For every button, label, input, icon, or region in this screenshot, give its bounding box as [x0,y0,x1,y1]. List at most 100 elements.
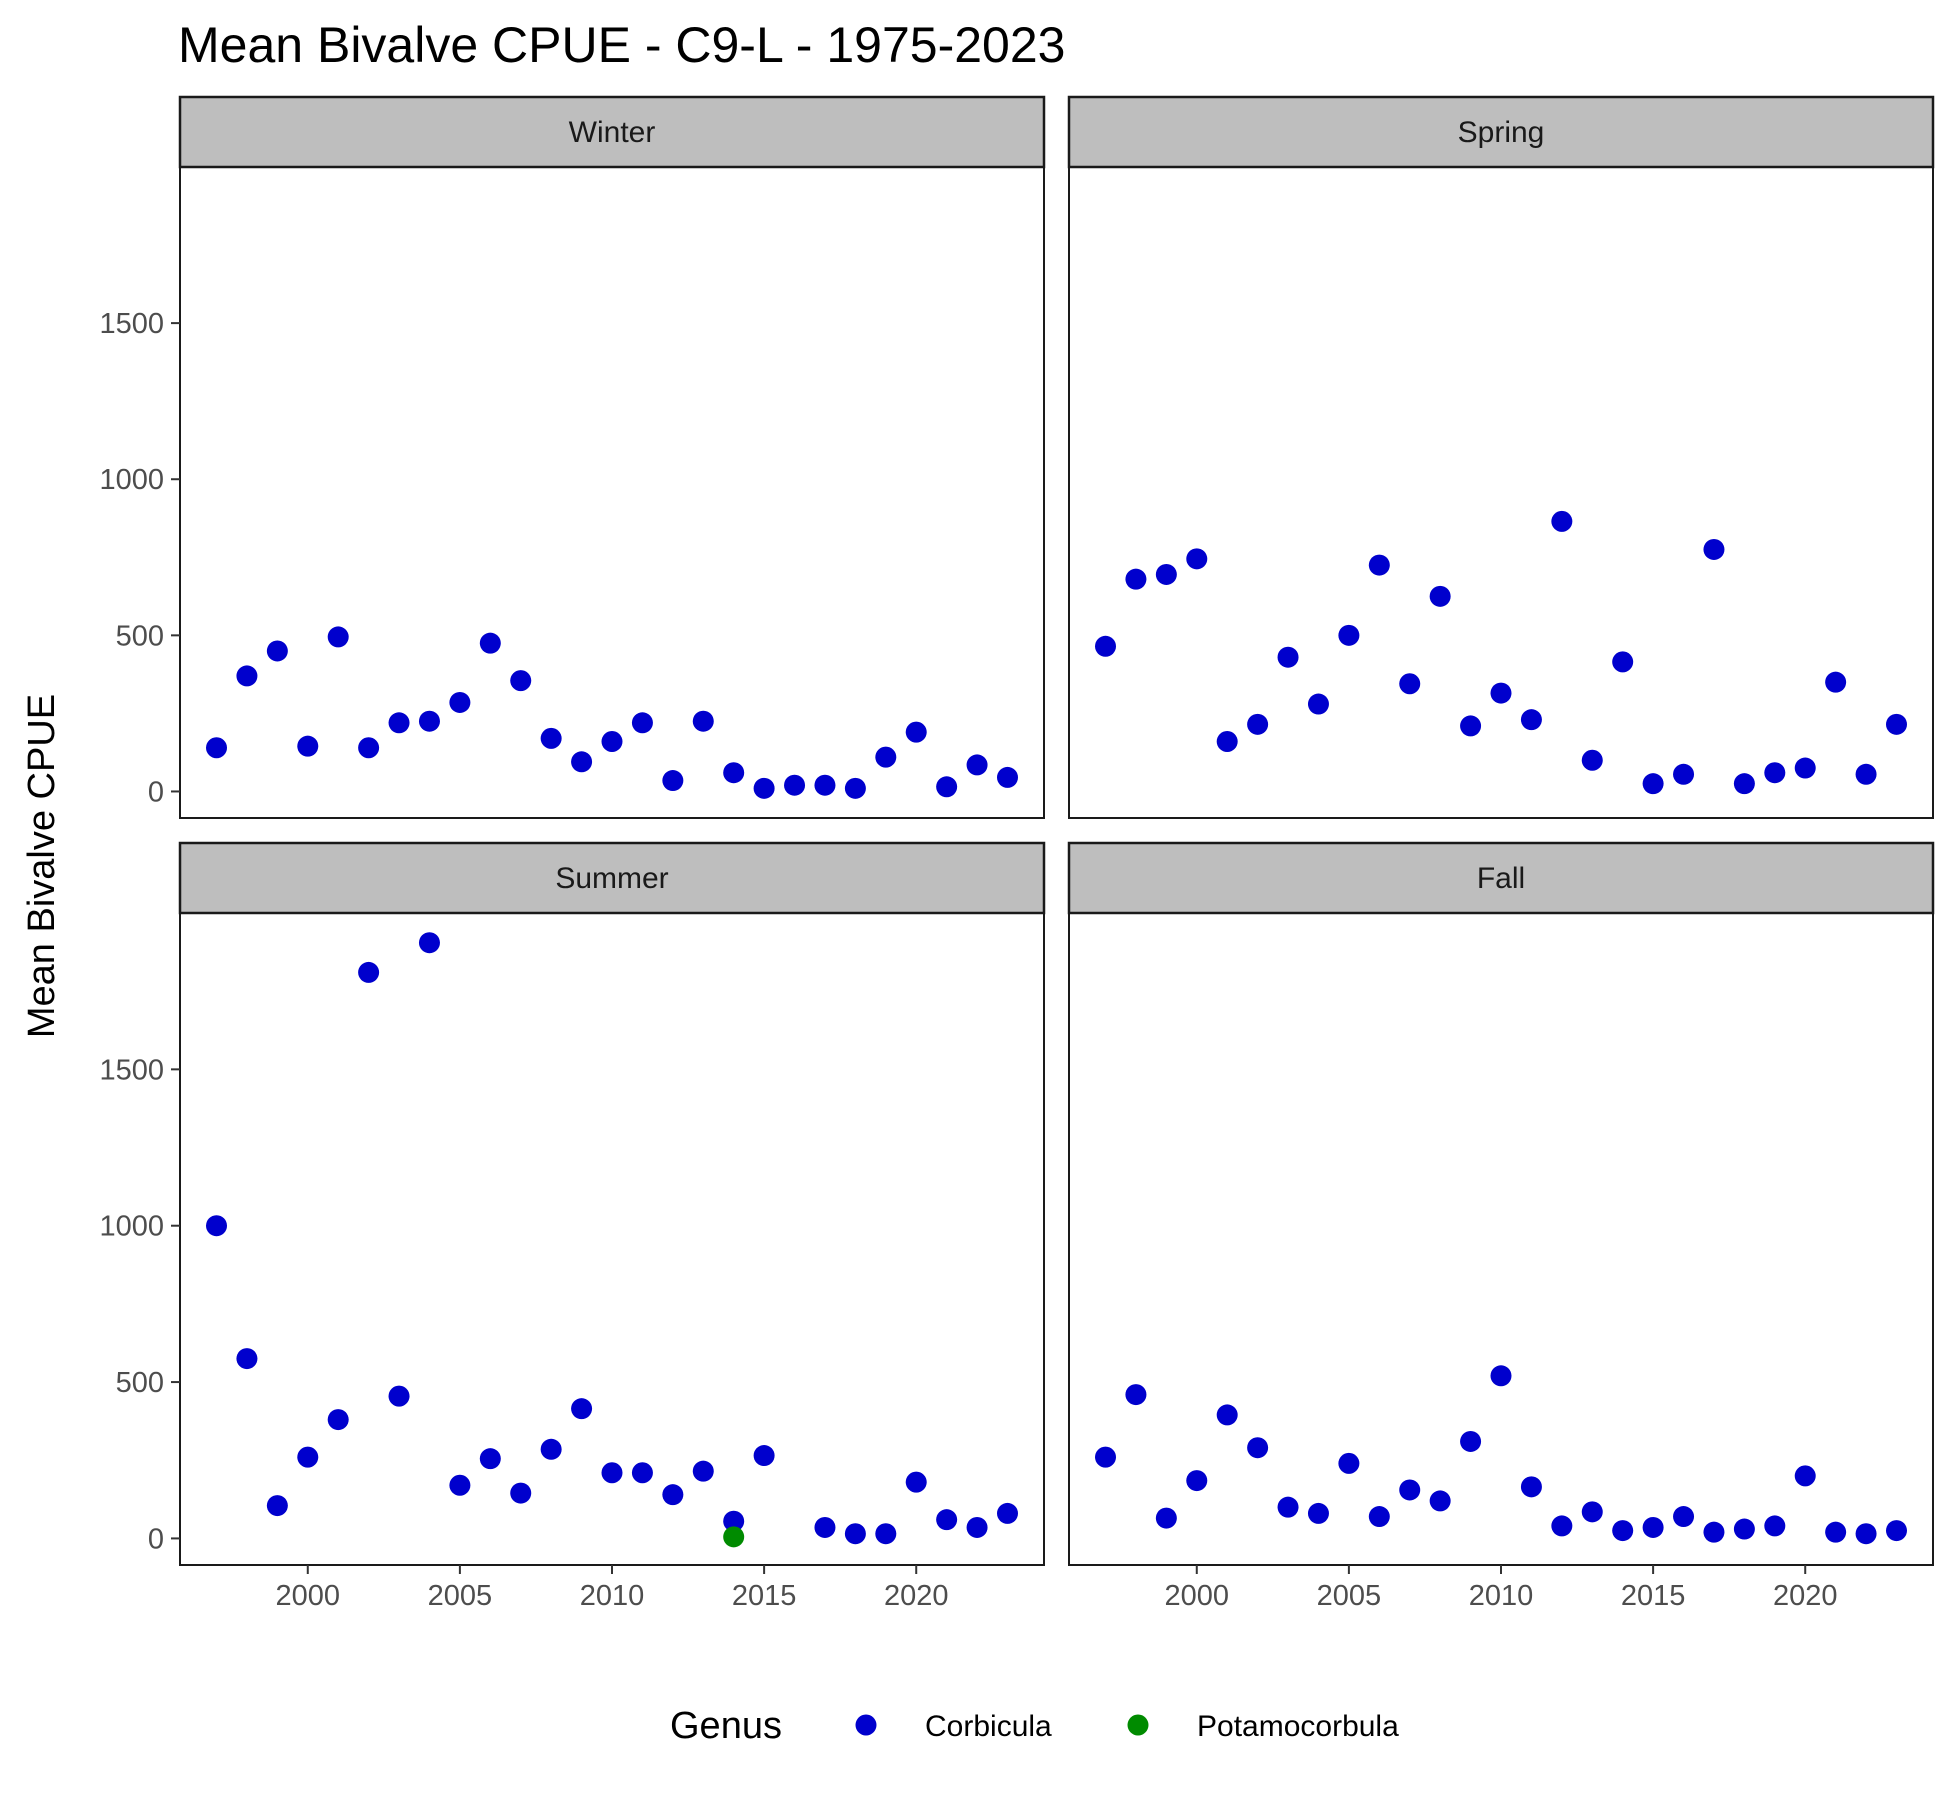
y-tick-label: 500 [116,1367,164,1399]
data-point [692,1460,714,1482]
strip-summer [178,841,1046,915]
data-point [571,1398,593,1420]
data-point [1338,1452,1360,1474]
panels: Winter 0 500 1000 1500 Spring Summer 0 500 1000 15… [99,95,1935,1612]
x-tick-label: 2010 [580,1580,645,1612]
legend: Genus Corbicula Potamocorbula [670,1705,1399,1747]
data-point [844,777,866,799]
strip-label-fall: Fall [1477,862,1525,895]
data-point [1186,1470,1208,1492]
data-point [540,1438,562,1460]
data-point [662,770,684,792]
panel-border-spring [1068,166,1934,819]
y-tick-label: 1500 [99,308,164,340]
data-point [358,737,380,759]
data-point [601,731,623,753]
y-tick-label: 1500 [99,1054,164,1086]
x-tick-label: 2015 [732,1580,797,1612]
legend-entry-potamocorbula: Potamocorbula [1127,1710,1399,1743]
data-point [1885,1520,1907,1542]
data-point [1551,510,1573,532]
data-point [631,1462,653,1484]
data-point [966,754,988,776]
panel-summer: Summer 0 500 1000 1500 2000 2005 2010 2015 2020 [99,841,1046,1612]
data-point [1399,673,1421,695]
data-point [571,751,593,773]
legend-key-potamocorbula [1127,1714,1149,1736]
panel-fall: Fall 2000 2005 2010 2015 2020 [1067,841,1935,1612]
data-point [1673,1506,1695,1528]
legend-items: Corbicula Potamocorbula [855,1710,1399,1743]
data-point [1520,1476,1542,1498]
data-point [1216,1404,1238,1426]
data-point [1429,1490,1451,1512]
y-tick-label: 1000 [99,464,164,496]
data-point [236,1348,258,1370]
data-point [1581,749,1603,771]
data-point [662,1484,684,1506]
data-point [1612,651,1634,673]
data-point [875,746,897,768]
data-point [1764,1515,1786,1537]
series-corbicula-winter [206,626,1018,799]
legend-label-potamocorbula: Potamocorbula [1197,1710,1399,1743]
series-corbicula-fall [1095,1365,1907,1545]
legend-key-corbicula [855,1714,877,1736]
data-point [723,762,745,784]
legend-title: Genus [670,1705,782,1747]
data-point [206,737,228,759]
strip-label-summer: Summer [555,862,668,895]
data-point [631,712,653,734]
strip-label-spring: Spring [1458,116,1545,149]
strip-fall [1067,841,1935,915]
data-point [966,1516,988,1538]
data-point [1095,635,1117,657]
data-point [1733,1518,1755,1540]
data-point [1125,568,1147,590]
data-point [601,1462,623,1484]
data-point [784,774,806,796]
data-point [388,712,410,734]
data-point [236,665,258,687]
data-point [1490,682,1512,704]
y-tick-label: 0 [148,776,164,808]
data-point [479,632,501,654]
data-point [814,1516,836,1538]
series-corbicula-summer [206,932,1018,1545]
data-point [814,774,836,796]
y-tick-label: 1000 [99,1211,164,1243]
data-point [358,961,380,983]
data-point [1247,713,1269,735]
data-point [905,1471,927,1493]
data-point [1429,585,1451,607]
chart-title: Mean Bivalve CPUE - C9-L - 1975-2023 [178,17,1065,73]
data-point [723,1526,745,1548]
series-potamocorbula-summer [723,1526,745,1548]
data-point [388,1385,410,1407]
data-point [1155,563,1177,585]
x-tick-label: 2005 [428,1580,493,1612]
legend-entry-corbicula: Corbicula [855,1710,1052,1743]
data-point [1307,1502,1329,1524]
legend-label-corbicula: Corbicula [925,1710,1052,1743]
data-point [1216,731,1238,753]
data-point [1794,757,1816,779]
x-tick-label: 2015 [1621,1580,1686,1612]
data-point [1825,1521,1847,1543]
data-point [1825,671,1847,693]
y-axis-title: Mean Bivalve CPUE [21,694,63,1038]
data-point [266,640,288,662]
data-point [479,1448,501,1470]
data-point [1277,1496,1299,1518]
data-point [206,1215,228,1237]
data-point [297,735,319,757]
data-point [936,1509,958,1531]
data-point [905,721,927,743]
data-point [1733,773,1755,795]
data-point [510,1482,532,1504]
data-point [996,1502,1018,1524]
data-point [510,670,532,692]
data-point [1155,1507,1177,1529]
data-point [1764,762,1786,784]
panel-spring: Spring [1067,95,1935,819]
